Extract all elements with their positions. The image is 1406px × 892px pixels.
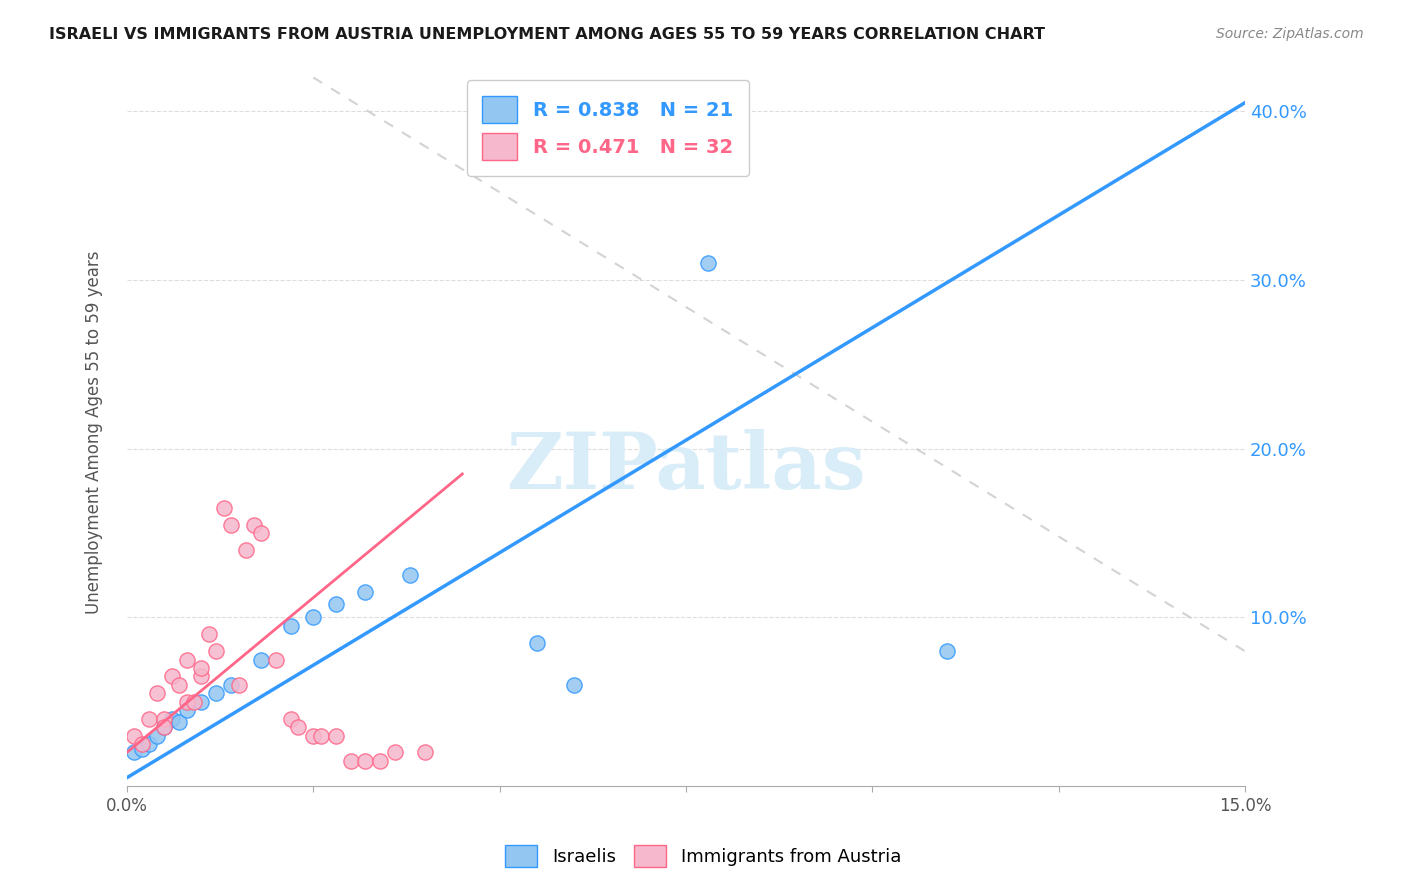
Point — [264, 652, 287, 666]
Point — [190, 695, 212, 709]
Point — [145, 686, 167, 700]
Point — [205, 644, 228, 658]
Text: ZIPatlas: ZIPatlas — [506, 429, 866, 505]
Point — [131, 742, 153, 756]
Point — [325, 729, 347, 743]
Point — [242, 517, 264, 532]
Point — [287, 720, 309, 734]
Point — [384, 745, 406, 759]
Point — [219, 678, 242, 692]
Point — [368, 754, 391, 768]
Point — [153, 712, 176, 726]
Point — [190, 669, 212, 683]
Point — [250, 652, 273, 666]
Point — [183, 695, 205, 709]
Point — [697, 256, 720, 270]
Point — [235, 542, 257, 557]
Legend: R = 0.838   N = 21, R = 0.471   N = 32: R = 0.838 N = 21, R = 0.471 N = 32 — [467, 80, 748, 176]
Point — [153, 720, 176, 734]
Point — [413, 745, 436, 759]
Point — [124, 729, 146, 743]
Point — [280, 712, 302, 726]
Point — [205, 686, 228, 700]
Point — [212, 500, 235, 515]
Point — [167, 714, 190, 729]
Text: ISRAELI VS IMMIGRANTS FROM AUSTRIA UNEMPLOYMENT AMONG AGES 55 TO 59 YEARS CORREL: ISRAELI VS IMMIGRANTS FROM AUSTRIA UNEMP… — [49, 27, 1045, 42]
Point — [935, 644, 957, 658]
Point — [131, 737, 153, 751]
Point — [339, 754, 361, 768]
Point — [190, 661, 212, 675]
Point — [325, 597, 347, 611]
Point — [399, 568, 422, 582]
Point — [138, 712, 160, 726]
Point — [309, 729, 332, 743]
Point — [250, 526, 273, 541]
Point — [145, 729, 167, 743]
Point — [124, 745, 146, 759]
Point — [526, 636, 548, 650]
Point — [176, 703, 198, 717]
Point — [176, 652, 198, 666]
Legend: Israelis, Immigrants from Austria: Israelis, Immigrants from Austria — [498, 838, 908, 874]
Point — [354, 585, 377, 599]
Point — [198, 627, 221, 641]
Point — [302, 729, 325, 743]
Point — [280, 619, 302, 633]
Point — [138, 737, 160, 751]
Point — [354, 754, 377, 768]
Text: Source: ZipAtlas.com: Source: ZipAtlas.com — [1216, 27, 1364, 41]
Point — [302, 610, 325, 624]
Point — [219, 517, 242, 532]
Y-axis label: Unemployment Among Ages 55 to 59 years: Unemployment Among Ages 55 to 59 years — [86, 250, 103, 614]
Point — [160, 712, 183, 726]
Point — [228, 678, 250, 692]
Point — [562, 678, 585, 692]
Point — [160, 669, 183, 683]
Point — [167, 678, 190, 692]
Point — [153, 720, 176, 734]
Point — [176, 695, 198, 709]
